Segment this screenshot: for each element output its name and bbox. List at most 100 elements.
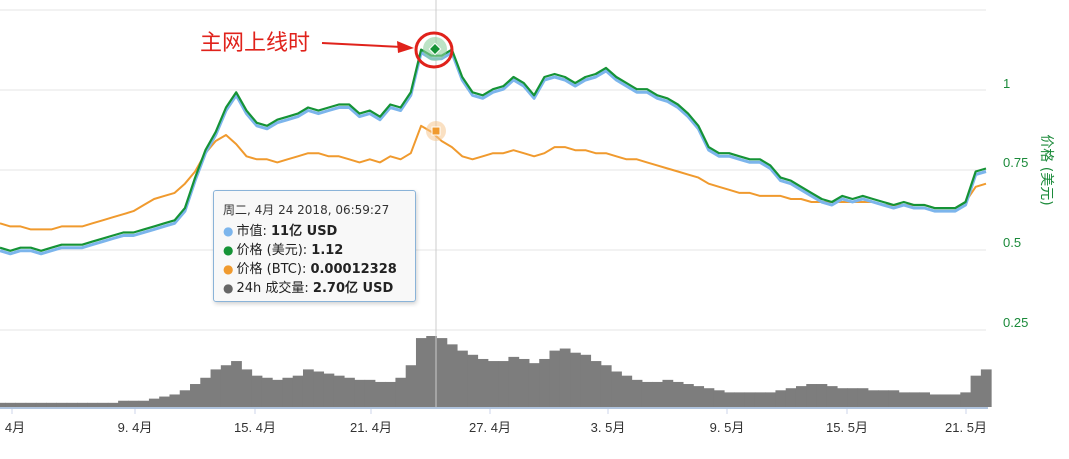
series-line-usd bbox=[0, 48, 987, 252]
volume-bar bbox=[220, 365, 232, 407]
bullet-icon: ● bbox=[223, 281, 234, 295]
volume-bar bbox=[980, 369, 992, 407]
volume-bar bbox=[282, 377, 294, 407]
volume-bar bbox=[713, 390, 725, 407]
x-tick-label-3: 21. 4月 bbox=[350, 420, 392, 435]
volume-bar bbox=[148, 398, 160, 407]
volume-bar bbox=[159, 396, 170, 407]
volume-bar bbox=[56, 402, 68, 407]
volume-bar bbox=[35, 402, 47, 407]
y-tick-label-2: 0.75 bbox=[1003, 155, 1028, 170]
volume-bar bbox=[878, 390, 889, 407]
y-tick-label-0: 0.25 bbox=[1003, 315, 1028, 330]
bullet-icon: ● bbox=[223, 243, 234, 257]
volume-bar bbox=[703, 388, 715, 407]
tooltip-label: 价格 (美元) bbox=[236, 243, 303, 258]
volume-bar bbox=[292, 375, 304, 407]
volume-bar bbox=[498, 361, 509, 407]
grid-lines bbox=[0, 9, 986, 331]
volume-bar bbox=[251, 375, 263, 407]
volume-bar bbox=[672, 381, 684, 407]
volume-bar bbox=[539, 358, 550, 407]
tooltip: 周二, 4月 24 2018, 06:59:27 ● 市值: 11亿 USD ● 价… bbox=[213, 190, 416, 302]
volume-bar bbox=[138, 400, 150, 407]
volume-bar bbox=[806, 384, 818, 407]
hover-markers bbox=[423, 37, 447, 141]
volume-bar bbox=[528, 363, 540, 407]
volume-bar bbox=[210, 369, 222, 407]
volume-bar bbox=[395, 377, 407, 407]
volume-bar bbox=[77, 402, 88, 407]
volume-bar bbox=[641, 381, 653, 407]
volume-bar bbox=[190, 384, 201, 407]
volume-bar bbox=[446, 344, 458, 407]
volume-bar bbox=[0, 402, 6, 407]
volume-bar bbox=[128, 400, 140, 407]
volume-bar bbox=[662, 379, 674, 407]
x-tick-label-4: 27. 4月 bbox=[469, 420, 511, 435]
x-tick-label-6: 9. 5月 bbox=[710, 420, 745, 435]
volume-bar bbox=[436, 338, 448, 407]
volume-bar bbox=[25, 402, 37, 407]
volume-bar bbox=[919, 392, 931, 407]
volume-bar bbox=[754, 392, 766, 407]
x-tick-label-1: 9. 4月 bbox=[118, 420, 153, 435]
volume-bar bbox=[344, 377, 355, 407]
volume-bar bbox=[66, 402, 78, 407]
volume-bar bbox=[888, 390, 900, 407]
tooltip-label: 市值 bbox=[236, 224, 263, 239]
series-lines bbox=[0, 48, 987, 256]
volume-bar bbox=[313, 371, 325, 407]
volume-bar bbox=[323, 373, 335, 407]
volume-bar bbox=[107, 402, 119, 407]
volume-bar bbox=[652, 381, 663, 407]
volume-bar bbox=[837, 388, 848, 407]
volume-bar bbox=[333, 375, 345, 407]
volume-bar bbox=[518, 358, 530, 407]
x-tick-label-8: 21. 5月 bbox=[945, 420, 987, 435]
annotation-circle bbox=[414, 31, 454, 69]
x-axis-line bbox=[0, 407, 988, 409]
volume-bar bbox=[179, 390, 191, 407]
volume-bar bbox=[785, 388, 797, 407]
volume-bar bbox=[693, 386, 705, 407]
x-tick-label-5: 3. 5月 bbox=[591, 420, 626, 435]
volume-bar bbox=[385, 381, 396, 407]
volume-bars bbox=[0, 336, 992, 407]
bullet-icon: ● bbox=[223, 262, 234, 276]
volume-bar bbox=[939, 394, 951, 407]
volume-bar bbox=[426, 336, 438, 407]
volume-bar bbox=[487, 361, 499, 407]
volume-bar bbox=[508, 356, 520, 407]
tooltip-label: 24h 成交量 bbox=[236, 281, 305, 296]
volume-bar bbox=[570, 352, 581, 407]
volume-bar bbox=[744, 392, 756, 407]
x-tick-label-7: 15. 5月 bbox=[826, 420, 868, 435]
volume-bar bbox=[477, 358, 489, 407]
volume-bar bbox=[590, 361, 602, 407]
volume-bar bbox=[272, 379, 283, 407]
volume-bar bbox=[231, 361, 242, 407]
volume-bar bbox=[374, 381, 386, 407]
tooltip-row-market-cap: ● 市值: 11亿 USD bbox=[223, 224, 338, 239]
volume-bar bbox=[724, 392, 735, 407]
tooltip-row-price-btc: ● 价格 (BTC): 0.00012328 bbox=[223, 262, 397, 277]
x-tick-label-2: 15. 4月 bbox=[234, 420, 276, 435]
volume-bar bbox=[364, 379, 376, 407]
volume-bar bbox=[354, 379, 366, 407]
y-tick-label-3: 1 bbox=[1003, 76, 1010, 91]
tooltip-value: 0.00012328 bbox=[310, 262, 397, 277]
tooltip-title: 周二, 4月 24 2018, 06:59:27 bbox=[223, 203, 390, 217]
volume-bar bbox=[46, 402, 57, 407]
volume-bar bbox=[405, 365, 417, 407]
volume-bar bbox=[118, 400, 129, 407]
volume-bar bbox=[580, 354, 592, 407]
volume-bar bbox=[415, 338, 427, 407]
volume-bar bbox=[302, 369, 314, 407]
volume-bar bbox=[621, 375, 633, 407]
volume-bar bbox=[600, 365, 612, 407]
tooltip-value: 11亿 USD bbox=[271, 224, 338, 239]
volume-bar bbox=[775, 390, 787, 407]
series-line-btc bbox=[0, 124, 987, 231]
